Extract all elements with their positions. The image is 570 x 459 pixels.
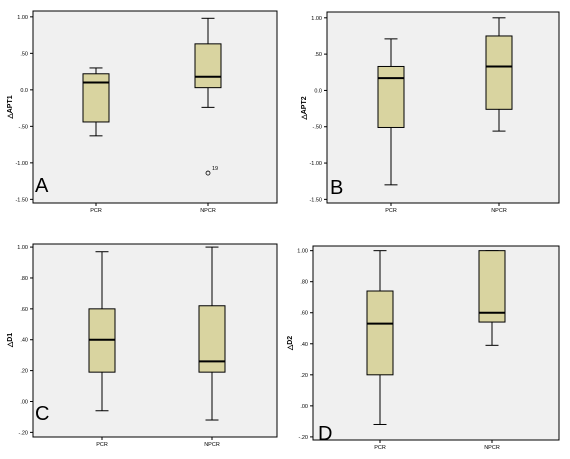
box-pcr <box>366 290 394 376</box>
x-tick-label: NPCR <box>204 442 220 448</box>
plot-area <box>312 245 560 441</box>
y-tick-label: .80 <box>20 276 28 282</box>
outlier-label: 19 <box>212 166 218 172</box>
x-tick-label: NPCR <box>491 208 507 214</box>
x-tick-label: NPCR <box>200 208 216 214</box>
panel-b: 1.00 .50 0.0 -.50 -1.00 -1.50 △APT2 PCR NPCR B <box>301 11 560 214</box>
box-npcr <box>485 35 513 110</box>
x-tick-label: PCR <box>374 445 386 451</box>
y-tick-label: -1.50 <box>15 197 28 203</box>
y-tick-label: .20 <box>300 373 308 379</box>
plot-area <box>326 11 560 204</box>
x-tick-label: PCR <box>90 208 102 214</box>
y-tick-label: .40 <box>20 338 28 344</box>
panel-d: 1.00 .80 .60 .40 .20 .00 -.20 △D2 PCR NPCR D <box>287 245 560 451</box>
box-npcr <box>194 43 222 89</box>
y-tick-label: .40 <box>300 342 308 348</box>
y-tick-label: .50 <box>20 51 28 57</box>
y-tick-label: .60 <box>20 307 28 313</box>
panel-label: C <box>35 403 49 425</box>
panel-label: A <box>35 175 49 197</box>
y-tick-label: .60 <box>300 311 308 317</box>
box-pcr <box>377 65 405 128</box>
y-axis-label: △APT1 <box>7 95 14 119</box>
y-tick-label: 1.00 <box>297 249 308 255</box>
y-tick-label: -.50 <box>313 125 322 131</box>
y-tick-label: -.20 <box>299 435 308 441</box>
box-npcr <box>478 250 506 323</box>
y-tick-label: -.50 <box>19 124 28 130</box>
y-axis-label: △D1 <box>7 333 14 348</box>
y-tick-label: .50 <box>314 52 322 58</box>
panel-c: 1.00 .80 .60 .40 .20 .00 -.20 △D1 PCR NPCR C <box>7 243 278 448</box>
y-tick-label: .00 <box>300 404 308 410</box>
outlier-point <box>205 170 211 176</box>
y-tick-label: 1.00 <box>311 16 322 22</box>
x-tick-label: PCR <box>96 442 108 448</box>
plot-area <box>32 243 278 438</box>
y-axis-label: △D2 <box>287 336 294 351</box>
panel-label: B <box>330 177 343 199</box>
box-pcr <box>82 73 110 123</box>
plot-area <box>32 10 278 204</box>
y-tick-label: -1.50 <box>309 197 322 203</box>
x-tick-label: NPCR <box>484 445 500 451</box>
y-tick-label: -1.00 <box>309 161 322 167</box>
x-tick-label: PCR <box>385 208 397 214</box>
panel-label: D <box>318 423 332 445</box>
y-tick-label: .00 <box>20 399 28 405</box>
panel-a: 1.00 .50 0.0 -.50 -1.00 -1.50 △APT1 PCR NPCR 19 A <box>7 10 278 214</box>
y-tick-label: 0.0 <box>20 88 28 94</box>
y-tick-label: .80 <box>300 280 308 286</box>
y-tick-label: 0.0 <box>314 88 322 94</box>
y-tick-label: 1.00 <box>17 15 28 21</box>
y-tick-label: .20 <box>20 369 28 375</box>
y-tick-label: 1.00 <box>17 245 28 251</box>
y-tick-label: -.20 <box>19 430 28 436</box>
y-axis-label: △APT2 <box>301 96 308 120</box>
y-tick-label: -1.00 <box>15 161 28 167</box>
